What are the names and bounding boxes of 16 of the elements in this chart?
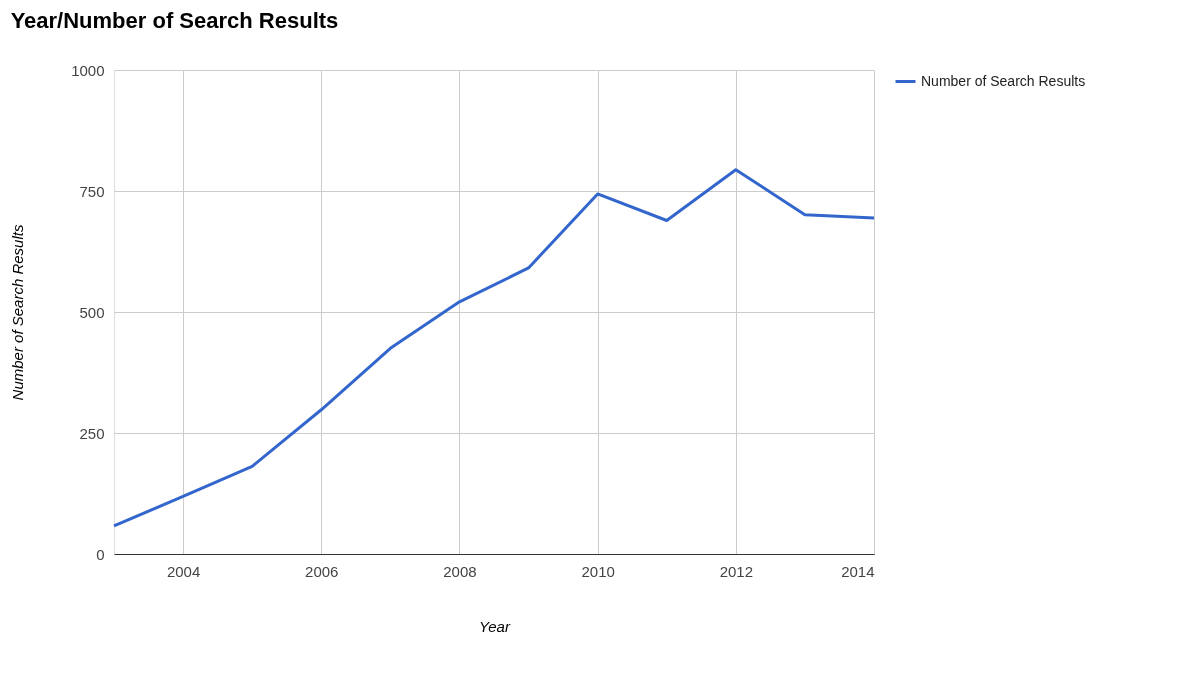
x-tick-label: 2008 bbox=[443, 562, 477, 580]
y-tick-label: 750 bbox=[79, 182, 105, 200]
x-tick-label: 2004 bbox=[166, 562, 201, 580]
x-tick-label: 2010 bbox=[581, 562, 615, 580]
y-tick-label: 500 bbox=[79, 303, 105, 321]
y-tick-label: 0 bbox=[96, 545, 105, 563]
x-tick-label: 2006 bbox=[305, 562, 339, 580]
y-tick-label: 250 bbox=[79, 424, 105, 442]
y-axis-title: Number of Search Results bbox=[9, 224, 27, 401]
x-tick-label: 2012 bbox=[719, 562, 754, 580]
chart-title: Year/Number of Search Results bbox=[10, 8, 339, 33]
legend-label: Number of Search Results bbox=[921, 72, 1086, 89]
y-tick-label: 1000 bbox=[71, 61, 105, 79]
x-axis-title: Year bbox=[479, 617, 511, 635]
line-series bbox=[112, 168, 876, 528]
x-tick-label: 2014 bbox=[841, 562, 875, 580]
